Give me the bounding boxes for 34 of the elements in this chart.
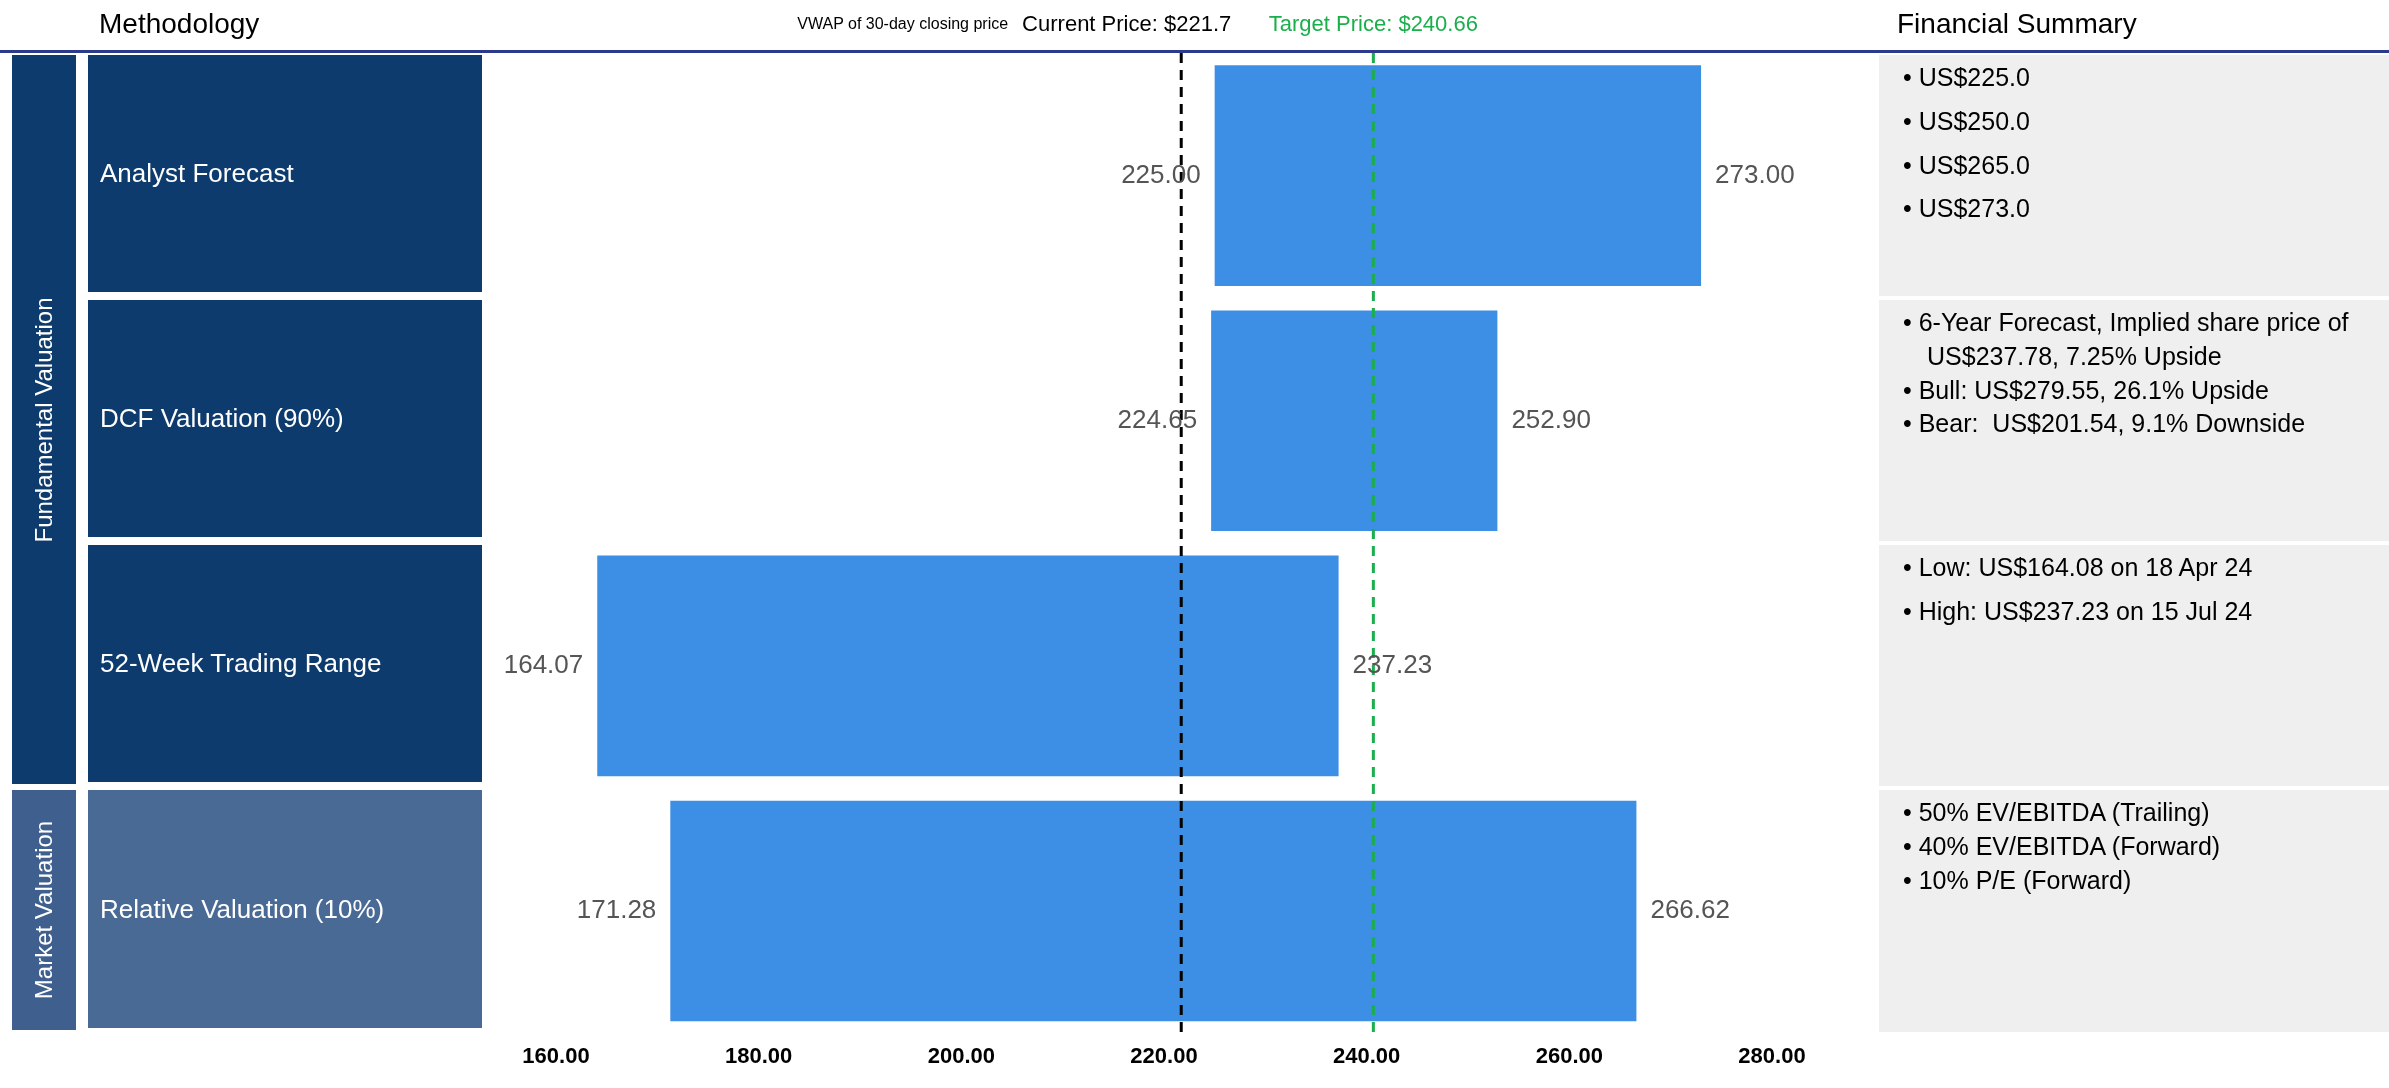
ref-line-label: Target Price: $240.66 xyxy=(1268,11,1478,37)
y-tick-label: Relative Valuation (10%) xyxy=(88,790,482,1028)
y-tick-label: DCF Valuation (90%) xyxy=(88,300,482,538)
annotation: 224.65 xyxy=(1117,403,1198,434)
data-label: 266.62 xyxy=(1650,894,1730,925)
text: • US$225.0 • US$250.0 • US$265.0 • US$273.0 xyxy=(1903,62,2031,225)
text: Fundamental Valuation xyxy=(30,297,58,543)
x-tick-label: 160.00 xyxy=(522,1042,590,1068)
x-tick-label: 220.00 xyxy=(1130,1042,1198,1068)
annotation: 225.00 xyxy=(1121,158,1201,189)
text: Methodology xyxy=(99,8,260,40)
bar xyxy=(1211,310,1498,532)
text: • Low: US$164.08 on 18 Apr 24 • High: US$237.23 on 15 Jul 24 xyxy=(1903,552,2254,628)
text: • 6-Year Forecast, Implied share price of US$237.78, 7.25% Upside • Bull: US$279.55, 26.1% Upside • Bear: US$201.54, 9.1% Downside xyxy=(1903,307,2350,440)
text: • 50% EV/EBITDA (Trailing) • 40% EV/EBITDA (Forward) • 10% P/E (Forward) xyxy=(1903,797,2222,896)
y-tick-label: Analyst Forecast xyxy=(88,55,482,293)
text: VWAP of 30-day closing price xyxy=(797,15,1009,33)
x-tick-label: 180.00 xyxy=(725,1042,793,1068)
ref-line-label: Current Price: $221.7 xyxy=(1022,11,1232,37)
bar xyxy=(1214,65,1702,286)
text: Market Valuation xyxy=(30,820,58,1000)
annotation: 171.28 xyxy=(576,894,657,925)
x-tick-label: 200.00 xyxy=(927,1042,995,1068)
data-label: 252.90 xyxy=(1511,403,1591,434)
annotation: 164.07 xyxy=(503,649,584,680)
x-tick-label: 260.00 xyxy=(1535,1042,1603,1068)
bar xyxy=(670,800,1637,1022)
bar xyxy=(597,555,1339,777)
data-label: 273.00 xyxy=(1715,158,1795,189)
text: Financial Summary xyxy=(1897,8,2137,40)
y-tick-label: 52-Week Trading Range xyxy=(88,545,482,783)
x-tick-label: 280.00 xyxy=(1738,1042,1806,1068)
data-label: 237.23 xyxy=(1352,649,1433,680)
x-tick-label: 240.00 xyxy=(1333,1042,1401,1068)
